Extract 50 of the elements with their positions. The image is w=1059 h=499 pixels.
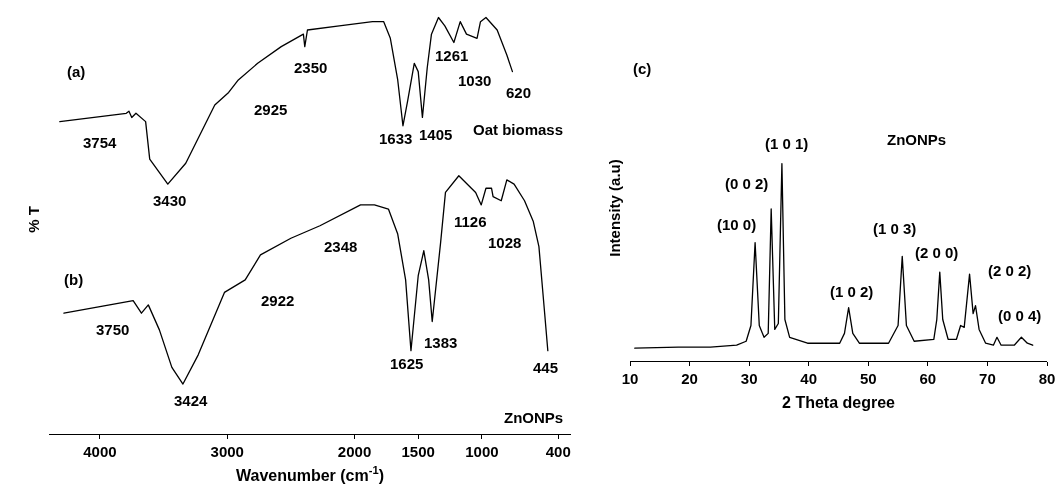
- x-tick-label: 4000: [83, 443, 117, 460]
- annotation: 3430: [153, 192, 187, 209]
- y-axis-title: Intensity (a.u): [606, 159, 624, 257]
- annotation: (b): [64, 271, 84, 288]
- x-tick-label: 20: [681, 370, 698, 387]
- x-tick-label: 80: [1038, 370, 1056, 387]
- annotation: Oat biomass: [473, 121, 564, 138]
- annotation: (2 0 0): [915, 244, 959, 261]
- annotation: 2922: [261, 292, 295, 309]
- annotation: 3754: [83, 134, 118, 151]
- annotation: 3750: [96, 321, 130, 338]
- annotation: (1 0 3): [873, 220, 917, 237]
- annotation: 620: [506, 84, 532, 101]
- x-tick-label: 3000: [210, 443, 244, 460]
- x-tick-label: 1000: [465, 443, 499, 460]
- x-axis-title: Wavenumber (cm$^{-1}$): [235, 463, 385, 484]
- x-tick-label: 2000: [337, 443, 372, 460]
- annotation: (2 0 2): [988, 262, 1032, 279]
- x-tick-label: 70: [979, 370, 996, 387]
- text: (c): [633, 60, 652, 77]
- annotation: 2925: [254, 101, 288, 118]
- text: (1 0 1): [765, 135, 809, 152]
- x-tick-label: 50: [859, 370, 877, 387]
- annotation: (0 0 4): [998, 307, 1042, 324]
- x-tick-label: 1500: [401, 443, 435, 460]
- annotation: 1383: [424, 334, 458, 351]
- x-axis-title: 2 Theta degree: [782, 393, 896, 411]
- annotation: (1 0 2): [830, 283, 874, 300]
- annotation: 1633: [379, 130, 413, 147]
- annotation: 1625: [390, 355, 424, 372]
- annotation: 1126: [454, 213, 487, 230]
- x-tick-label: 40: [800, 370, 818, 387]
- x-tick-label: 30: [740, 370, 758, 387]
- annotation: 1405: [419, 126, 453, 143]
- annotation: 2348: [324, 238, 358, 255]
- annotation: (10 0): [717, 216, 757, 233]
- annotation: (a): [67, 63, 86, 80]
- annotation: 1028: [488, 234, 522, 251]
- annotation: 3424: [174, 392, 209, 409]
- x-tick-label: 10: [621, 370, 639, 387]
- annotation: 2350: [294, 59, 328, 76]
- annotation: (0 0 2): [725, 175, 769, 192]
- x-tick-label: 60: [919, 370, 937, 387]
- y-axis-title: % T: [25, 206, 43, 233]
- x-tick-label: 400: [545, 443, 571, 460]
- annotation: ZnONPs: [504, 409, 564, 426]
- annotation: 1261: [435, 47, 469, 64]
- text: ZnONPs: [887, 131, 947, 148]
- annotation: 445: [533, 359, 559, 376]
- annotation: 1030: [458, 72, 492, 89]
